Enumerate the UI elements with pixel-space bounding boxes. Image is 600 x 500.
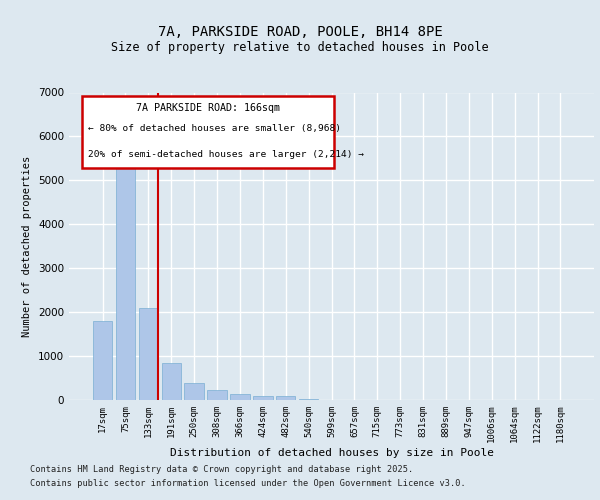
Text: Contains HM Land Registry data © Crown copyright and database right 2025.: Contains HM Land Registry data © Crown c… — [30, 466, 413, 474]
X-axis label: Distribution of detached houses by size in Poole: Distribution of detached houses by size … — [170, 448, 493, 458]
Bar — [299, 398, 319, 400]
Bar — [208, 390, 227, 400]
Bar — [253, 396, 272, 400]
Text: Contains public sector information licensed under the Open Government Licence v3: Contains public sector information licen… — [30, 479, 466, 488]
Text: Size of property relative to detached houses in Poole: Size of property relative to detached ho… — [111, 41, 489, 54]
Text: 20% of semi-detached houses are larger (2,214) →: 20% of semi-detached houses are larger (… — [88, 150, 364, 160]
Bar — [161, 362, 181, 400]
Bar — [116, 145, 135, 400]
Bar — [276, 396, 295, 400]
Bar — [139, 308, 158, 400]
FancyBboxPatch shape — [82, 96, 334, 168]
Text: 7A, PARKSIDE ROAD, POOLE, BH14 8PE: 7A, PARKSIDE ROAD, POOLE, BH14 8PE — [158, 26, 442, 40]
Text: ← 80% of detached houses are smaller (8,968): ← 80% of detached houses are smaller (8,… — [88, 124, 341, 132]
Y-axis label: Number of detached properties: Number of detached properties — [22, 156, 32, 337]
Text: 7A PARKSIDE ROAD: 166sqm: 7A PARKSIDE ROAD: 166sqm — [136, 104, 280, 114]
Bar — [230, 394, 250, 400]
Bar — [184, 384, 204, 400]
Bar — [93, 321, 112, 400]
